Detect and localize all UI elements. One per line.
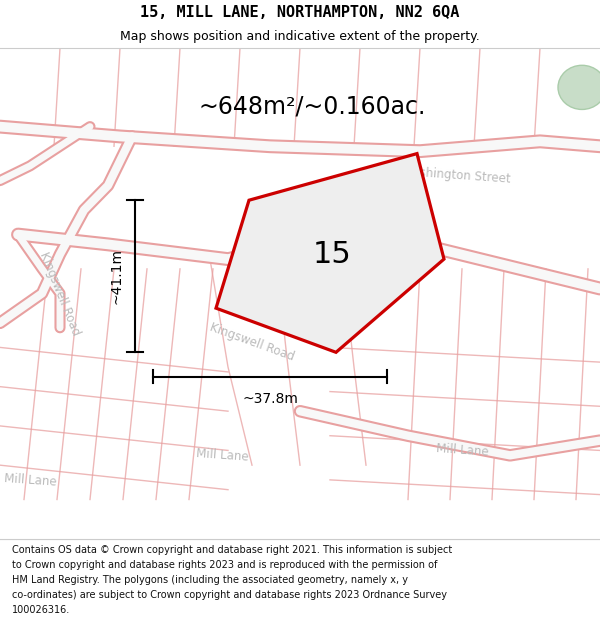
Text: Mill Lane: Mill Lane [196, 447, 248, 464]
Text: ~41.1m: ~41.1m [109, 248, 123, 304]
Text: Kingswell Road: Kingswell Road [37, 250, 83, 337]
Text: Map shows position and indicative extent of the property.: Map shows position and indicative extent… [120, 29, 480, 42]
Text: Washington Street: Washington Street [401, 166, 511, 186]
Text: ~37.8m: ~37.8m [242, 391, 298, 406]
Text: 100026316.: 100026316. [12, 605, 70, 615]
Text: Mill Lane: Mill Lane [436, 442, 488, 459]
Text: 15: 15 [313, 240, 352, 269]
Polygon shape [216, 154, 444, 352]
Text: Contains OS data © Crown copyright and database right 2021. This information is : Contains OS data © Crown copyright and d… [12, 545, 452, 555]
Text: co-ordinates) are subject to Crown copyright and database rights 2023 Ordnance S: co-ordinates) are subject to Crown copyr… [12, 590, 447, 600]
Text: to Crown copyright and database rights 2023 and is reproduced with the permissio: to Crown copyright and database rights 2… [12, 560, 437, 570]
Text: ~648m²/~0.160ac.: ~648m²/~0.160ac. [199, 95, 425, 119]
Ellipse shape [558, 65, 600, 109]
Text: HM Land Registry. The polygons (including the associated geometry, namely x, y: HM Land Registry. The polygons (includin… [12, 575, 408, 585]
Text: Mill Lane: Mill Lane [4, 471, 56, 488]
Text: Kingswell Road: Kingswell Road [208, 321, 296, 364]
Text: 15, MILL LANE, NORTHAMPTON, NN2 6QA: 15, MILL LANE, NORTHAMPTON, NN2 6QA [140, 4, 460, 19]
